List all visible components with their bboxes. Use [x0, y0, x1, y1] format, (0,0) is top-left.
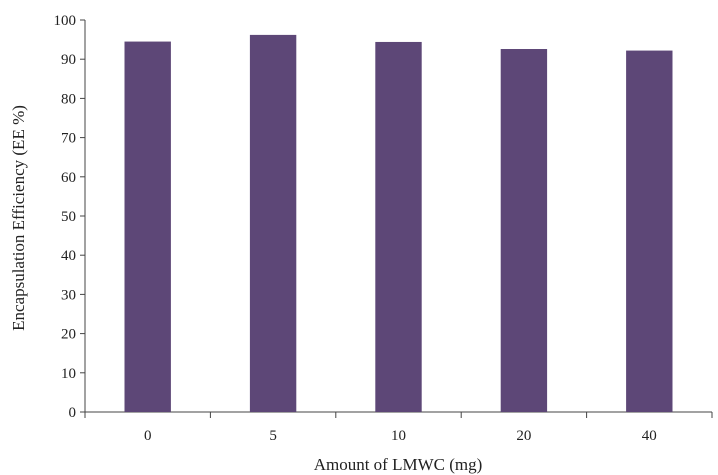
x-tick-label: 20 — [516, 428, 531, 444]
y-axis-title: Encapsulation Efficiency (EE %) — [9, 105, 28, 331]
y-tick-label: 20 — [61, 327, 76, 343]
y-tick-label: 90 — [61, 52, 76, 68]
x-tick-label: 10 — [391, 428, 406, 444]
x-tick-label: 40 — [642, 428, 657, 444]
y-tick-label: 40 — [61, 248, 76, 264]
y-axis: 0 10 20 30 40 50 60 70 80 90 100 — [54, 13, 86, 421]
y-tick-label: 50 — [61, 209, 76, 225]
x-axis: 0 5 10 20 40 — [84, 411, 713, 444]
bar-20 — [500, 49, 548, 413]
y-tick-label: 30 — [61, 287, 76, 303]
bar-40 — [626, 50, 673, 413]
bar-5 — [249, 34, 297, 413]
y-tick-label: 10 — [61, 366, 76, 382]
x-tick-label: 5 — [269, 428, 277, 444]
y-tick-label: 0 — [69, 405, 77, 421]
y-tick-label: 100 — [54, 13, 77, 29]
y-tick-label: 70 — [61, 131, 76, 147]
bar-10 — [375, 41, 422, 413]
x-tick-label: 0 — [144, 428, 152, 444]
bars — [124, 34, 673, 413]
x-axis-title: Amount of LMWC (mg) — [314, 455, 483, 474]
bar-0 — [124, 41, 171, 413]
y-tick-label: 60 — [61, 170, 76, 186]
y-tick-label: 80 — [61, 91, 76, 107]
